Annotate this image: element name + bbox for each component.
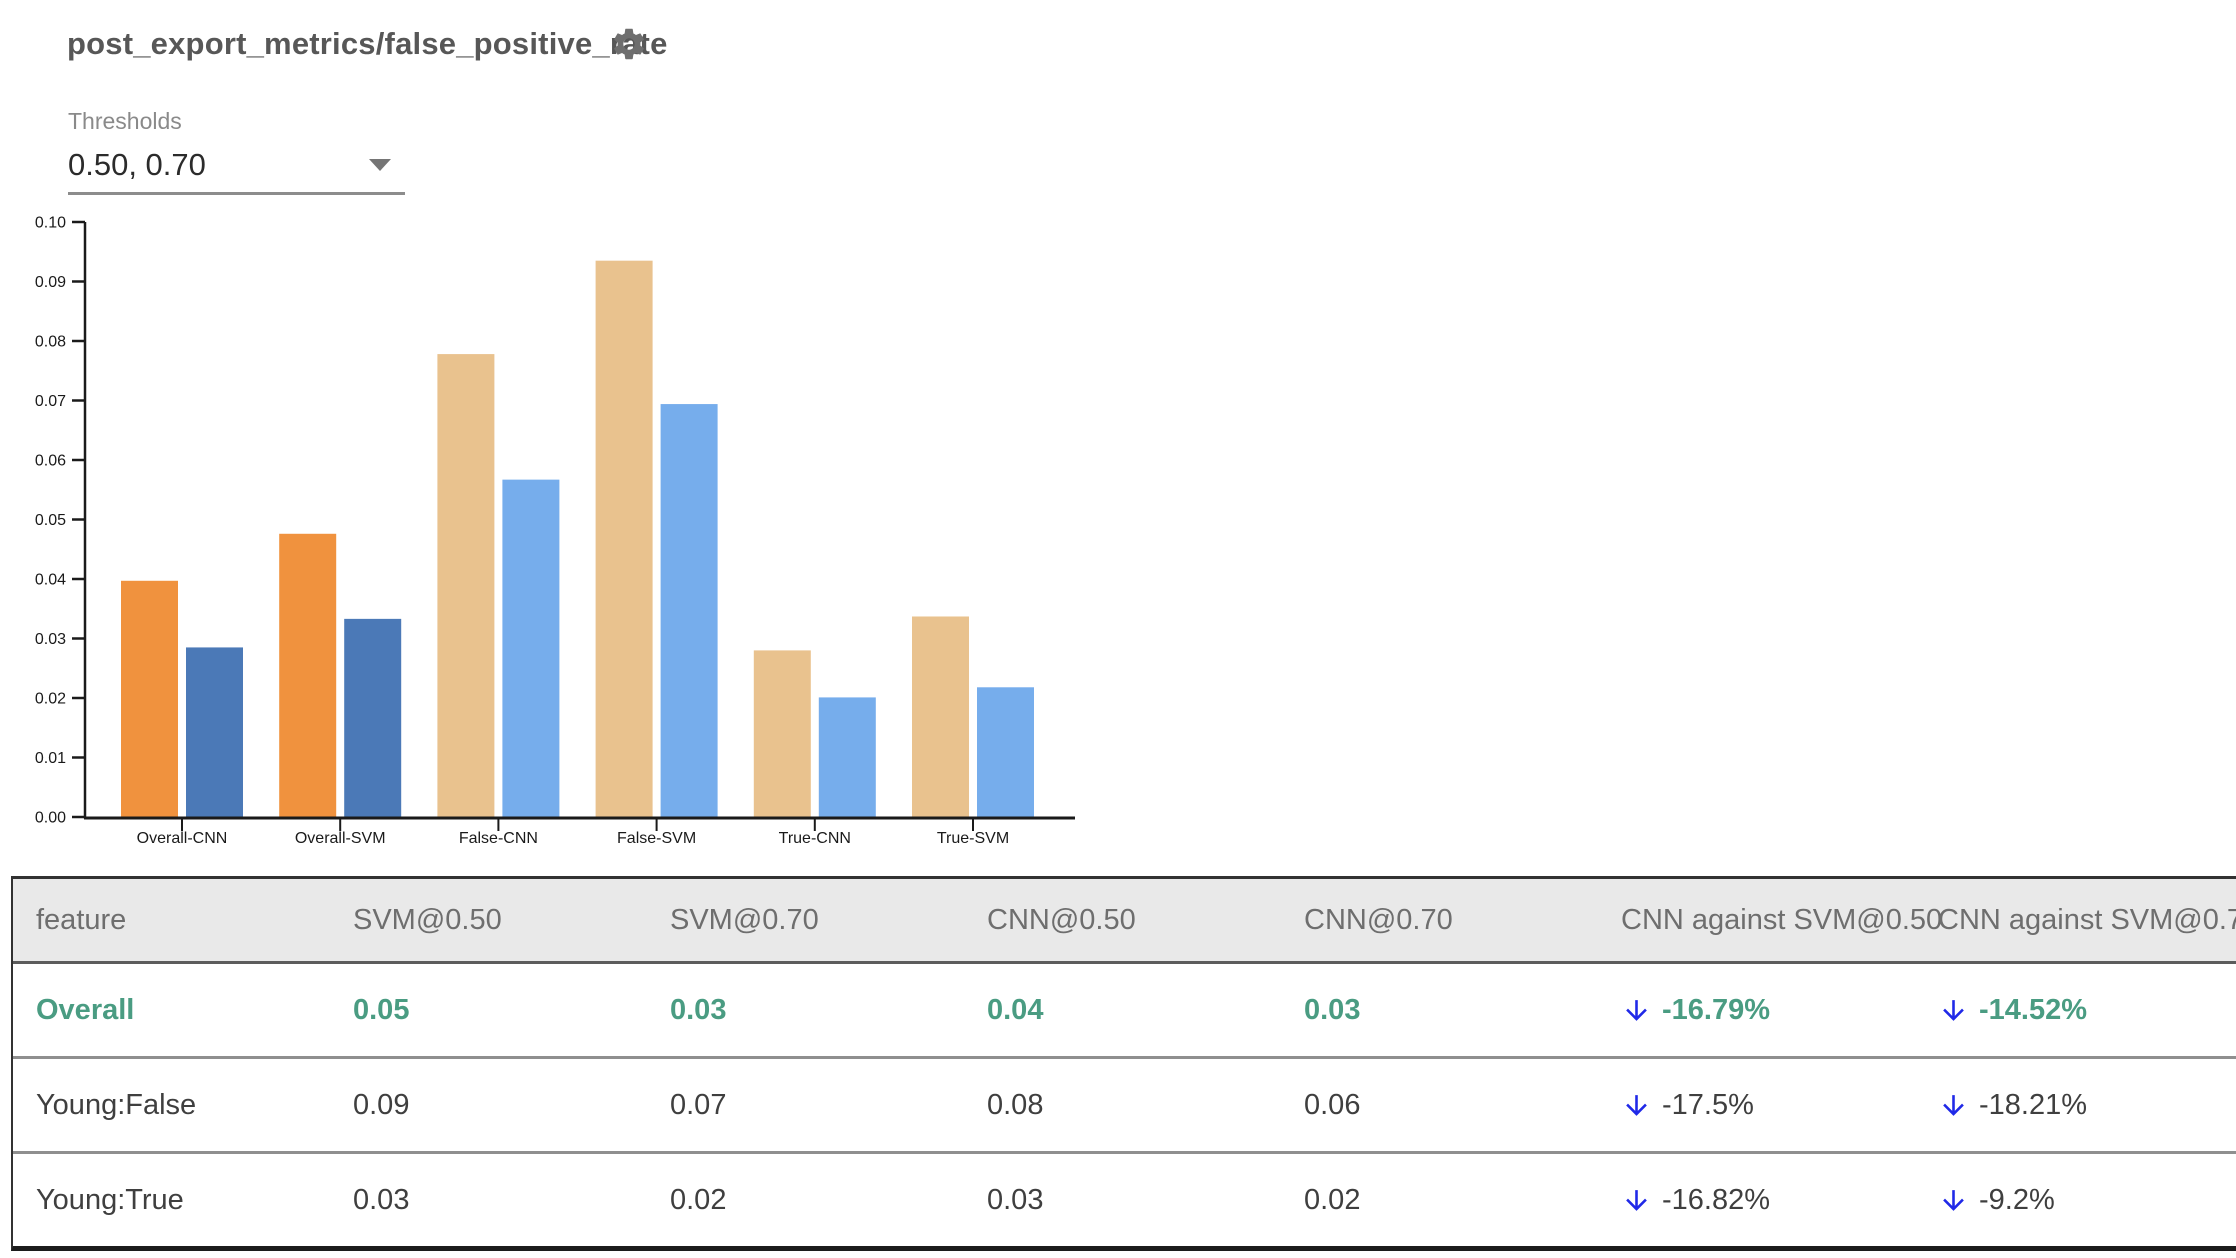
bar-True-SVM-threshold0.50[interactable]	[912, 616, 969, 817]
diff-cell: -18.21%	[1915, 1089, 2236, 1122]
category-label-True-SVM: True-SVM	[937, 830, 1009, 847]
page-title: post_export_metrics/false_positive_rate	[67, 26, 668, 61]
column-header-cnn-vs-svm-050: CNN against SVM@0.50	[1621, 903, 1943, 936]
settings-gear-icon[interactable]	[608, 24, 650, 66]
value-cell: 0.02	[1304, 1183, 1361, 1216]
bar-True-CNN-threshold0.70[interactable]	[818, 697, 876, 817]
value-cell: 0.05	[353, 993, 410, 1026]
value-cell: 0.02	[670, 1183, 727, 1216]
arrow-down-icon	[1943, 999, 1964, 1021]
arrow-down-icon	[1943, 1094, 1964, 1116]
bar-chart-svg[interactable]: 0.00 0.01 0.02 0.03 0.04 0.05 0.06 0.07 0.08 0.09…	[0, 195, 1120, 875]
feature-cell: Overall	[36, 993, 135, 1026]
table-header-row: feature SVM@0.50 SVM@0.70 CNN@0.50 CNN@0…	[13, 879, 2236, 964]
value-cell: 0.03	[1304, 993, 1361, 1026]
bar-False-CNN-threshold0.70[interactable]	[502, 479, 560, 817]
table-row-young-false: Young:False 0.09 0.07 0.08 0.06 -17.5% -…	[13, 1056, 2236, 1151]
value-cell: 0.08	[987, 1088, 1044, 1121]
metrics-table: feature SVM@0.50 SVM@0.70 CNN@0.50 CNN@0…	[11, 876, 2236, 1251]
svg-text:0.03: 0.03	[35, 631, 66, 648]
bar-True-CNN-threshold0.50[interactable]	[753, 650, 811, 817]
svg-text:0.07: 0.07	[35, 393, 66, 410]
svg-text:0.01: 0.01	[35, 750, 66, 767]
arrow-down-icon	[1626, 1189, 1647, 1211]
bar-Overall-CNN-threshold0.70[interactable]	[186, 647, 243, 817]
svg-text:0.08: 0.08	[35, 334, 66, 351]
value-cell: 0.03	[987, 1183, 1044, 1216]
category-label-False-SVM: False-SVM	[617, 830, 696, 847]
bar-Overall-SVM-threshold0.70[interactable]	[344, 618, 402, 817]
thresholds-select[interactable]: Thresholds 0.50, 0.70	[68, 108, 405, 195]
bar-False-CNN-threshold0.50[interactable]	[437, 354, 495, 817]
chevron-down-icon	[369, 159, 391, 171]
feature-cell: Young:False	[36, 1088, 197, 1121]
svg-text:0.09: 0.09	[35, 274, 66, 291]
category-label-Overall-SVM: Overall-SVM	[295, 830, 386, 847]
arrow-down-icon	[1626, 999, 1647, 1021]
value-cell: 0.06	[1304, 1088, 1361, 1121]
column-header-cnn-050: CNN@0.50	[987, 903, 1136, 936]
table-row-young-true: Young:True 0.03 0.02 0.03 0.02 -16.82% -…	[13, 1151, 2236, 1246]
value-cell: 0.03	[670, 993, 727, 1026]
bar-Overall-SVM-threshold0.50[interactable]	[279, 533, 337, 817]
column-header-cnn-070: CNN@0.70	[1304, 903, 1453, 936]
column-header-svm-070: SVM@0.70	[670, 903, 819, 936]
feature-cell: Young:True	[36, 1183, 184, 1216]
arrow-down-icon	[1943, 1189, 1964, 1211]
column-header-feature: feature	[36, 903, 127, 936]
diff-value: -9.2%	[1979, 1183, 2055, 1216]
svg-text:0.06: 0.06	[35, 453, 66, 470]
svg-text:0.02: 0.02	[35, 691, 66, 708]
diff-cell: -9.2%	[1915, 1184, 2236, 1217]
bar-False-SVM-threshold0.70[interactable]	[660, 404, 718, 817]
diff-cell: -16.79%	[1598, 994, 1915, 1027]
value-cell: 0.07	[670, 1088, 727, 1121]
svg-text:0.04: 0.04	[35, 572, 66, 589]
category-label-False-CNN: False-CNN	[459, 830, 538, 847]
svg-text:0.00: 0.00	[35, 810, 66, 827]
category-label-Overall-CNN: Overall-CNN	[137, 830, 228, 847]
bar-Overall-CNN-threshold0.50[interactable]	[121, 580, 178, 817]
bar-False-SVM-threshold0.50[interactable]	[595, 260, 653, 817]
column-header-svm-050: SVM@0.50	[353, 903, 502, 936]
dropdown-underline	[68, 192, 405, 195]
svg-text:0.10: 0.10	[35, 215, 66, 232]
diff-value: -16.79%	[1662, 993, 1771, 1026]
arrow-down-icon	[1626, 1094, 1647, 1116]
column-header-cnn-vs-svm-070: CNN against SVM@0.70	[1938, 903, 2236, 936]
svg-text:0.05: 0.05	[35, 512, 66, 529]
diff-value: -18.21%	[1979, 1088, 2088, 1121]
diff-cell: -14.52%	[1915, 994, 2236, 1027]
diff-value: -16.82%	[1662, 1183, 1771, 1216]
diff-value: -14.52%	[1979, 993, 2088, 1026]
diff-cell: -17.5%	[1598, 1089, 1915, 1122]
value-cell: 0.03	[353, 1183, 410, 1216]
thresholds-label: Thresholds	[68, 108, 182, 134]
value-cell: 0.09	[353, 1088, 410, 1121]
value-cell: 0.04	[987, 993, 1044, 1026]
category-label-True-CNN: True-CNN	[779, 830, 851, 847]
diff-value: -17.5%	[1662, 1088, 1754, 1121]
table-row-overall: Overall 0.05 0.03 0.04 0.03 -16.79% -14.…	[13, 964, 2236, 1056]
thresholds-value: 0.50, 0.70	[68, 147, 206, 182]
bar-True-SVM-threshold0.70[interactable]	[977, 687, 1034, 817]
gear-icon	[614, 28, 644, 59]
diff-cell: -16.82%	[1598, 1184, 1915, 1217]
